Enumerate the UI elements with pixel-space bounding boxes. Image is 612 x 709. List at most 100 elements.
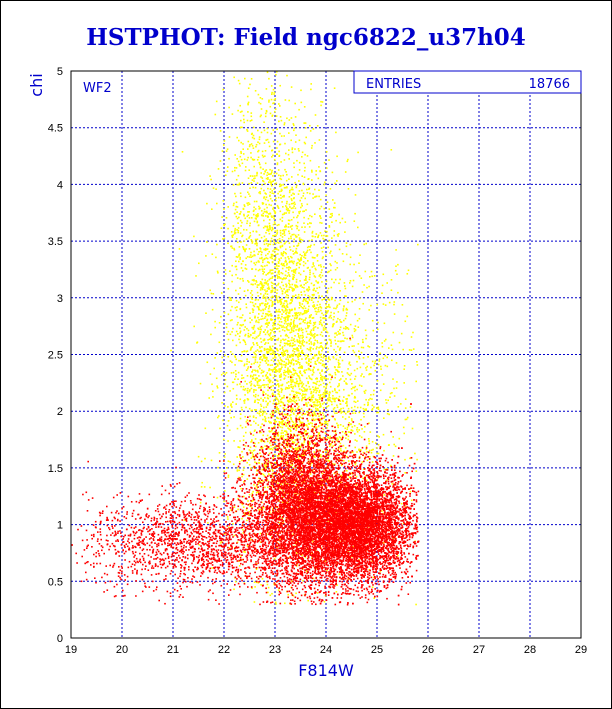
scatter-point xyxy=(283,378,285,380)
scatter-point xyxy=(269,112,272,115)
scatter-point xyxy=(320,271,323,274)
scatter-point xyxy=(304,257,307,259)
scatter-point xyxy=(332,463,334,465)
scatter-point xyxy=(315,409,318,412)
scatter-point xyxy=(278,265,280,267)
scatter-point xyxy=(272,377,275,379)
scatter-point xyxy=(296,380,299,382)
scatter-point xyxy=(276,162,279,164)
scatter-point xyxy=(298,161,301,164)
scatter-point xyxy=(279,143,281,146)
scatter-point xyxy=(295,312,298,314)
scatter-point xyxy=(240,324,243,327)
scatter-point xyxy=(251,145,254,147)
scatter-point xyxy=(259,163,261,166)
scatter-point xyxy=(248,335,251,338)
scatter-point xyxy=(305,357,308,359)
scatter-point xyxy=(288,308,291,311)
scatter-point xyxy=(281,272,284,275)
scatter-point xyxy=(292,322,295,325)
scatter-point xyxy=(297,214,299,217)
scatter-point xyxy=(346,411,349,413)
scatter-point xyxy=(267,187,269,190)
scatter-point xyxy=(283,302,285,305)
scatter-point xyxy=(283,438,285,441)
scatter-point xyxy=(250,152,252,154)
scatter-point xyxy=(275,199,277,202)
scatter-point xyxy=(300,382,303,385)
scatter-point xyxy=(295,250,297,253)
scatter-point xyxy=(256,349,259,351)
scatter-point xyxy=(271,269,274,271)
scatter-point xyxy=(334,244,337,246)
scatter-point xyxy=(241,360,243,362)
scatter-point xyxy=(284,309,286,312)
scatter-point xyxy=(275,408,278,410)
scatter-point xyxy=(251,326,253,329)
scatter-point xyxy=(254,243,256,245)
scatter-point xyxy=(265,112,267,115)
scatter-point xyxy=(332,356,335,358)
scatter-point xyxy=(198,262,200,265)
scatter-point xyxy=(365,337,367,340)
scatter-point xyxy=(386,468,388,470)
scatter-point xyxy=(353,220,356,222)
scatter-point xyxy=(336,262,338,264)
scatter-point xyxy=(279,370,281,372)
scatter-point xyxy=(275,248,278,251)
scatter-point xyxy=(271,349,274,352)
scatter-point xyxy=(261,265,264,268)
scatter-point xyxy=(362,407,365,410)
scatter-point xyxy=(256,361,259,364)
scatter-point xyxy=(279,348,281,350)
scatter-point xyxy=(285,483,287,485)
scatter-point xyxy=(236,541,239,543)
scatter-point xyxy=(291,409,293,411)
scatter-point xyxy=(311,266,314,268)
scatter-point xyxy=(320,424,322,426)
scatter-point xyxy=(285,358,287,360)
scatter-point xyxy=(297,413,299,416)
scatter-point xyxy=(281,351,284,354)
scatter-point xyxy=(247,101,250,104)
scatter-point xyxy=(347,460,350,462)
scatter-point xyxy=(301,331,304,334)
scatter-point xyxy=(259,97,262,99)
scatter-point xyxy=(234,232,237,234)
scatter-point xyxy=(278,276,280,278)
scatter-point xyxy=(270,422,272,424)
scatter-point xyxy=(297,242,300,245)
scatter-point xyxy=(301,343,304,346)
scatter-point xyxy=(246,128,248,131)
scatter-point xyxy=(259,337,262,340)
scatter-point xyxy=(278,402,280,405)
scatter-point xyxy=(287,419,289,422)
scatter-point xyxy=(298,353,300,356)
scatter-point xyxy=(283,372,285,374)
scatter-point xyxy=(270,299,272,302)
scatter-point xyxy=(247,329,250,332)
scatter-point xyxy=(263,475,266,477)
scatter-point xyxy=(368,442,371,445)
scatter-point xyxy=(235,178,238,181)
scatter-point xyxy=(291,151,294,154)
scatter-point xyxy=(306,424,308,427)
scatter-point xyxy=(247,500,249,502)
scatter-point xyxy=(273,583,275,586)
scatter-point xyxy=(347,425,350,427)
scatter-point xyxy=(301,337,304,339)
scatter-point xyxy=(349,323,352,326)
scatter-point xyxy=(276,348,278,350)
scatter-point xyxy=(234,208,237,211)
scatter-point xyxy=(337,366,339,368)
scatter-point xyxy=(342,425,345,427)
scatter-point xyxy=(306,302,309,305)
scatter-point xyxy=(231,305,233,308)
scatter-point xyxy=(280,483,283,485)
scatter-point xyxy=(265,196,268,198)
scatter-point xyxy=(295,317,298,320)
scatter-point xyxy=(315,399,317,401)
scatter-point xyxy=(393,395,396,397)
scatter-point xyxy=(231,353,234,355)
scatter-point xyxy=(253,601,256,603)
